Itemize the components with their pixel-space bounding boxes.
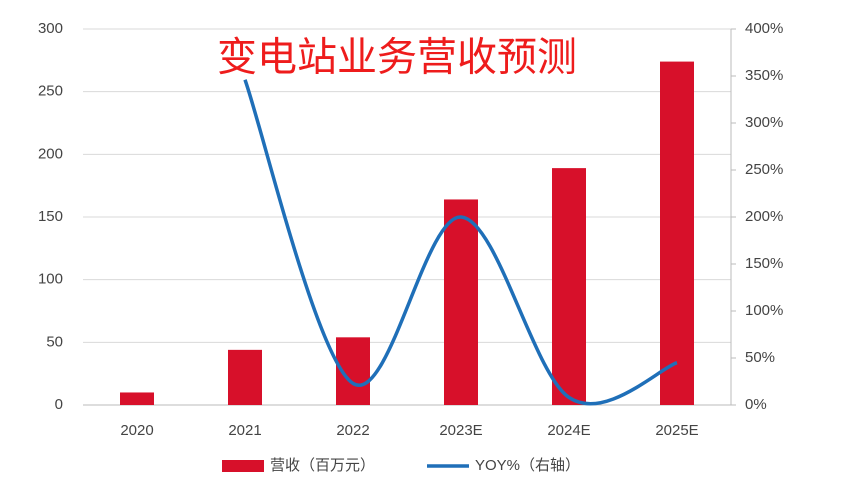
x-tick-label: 2023E <box>439 422 482 439</box>
x-tick-label: 2020 <box>120 422 153 439</box>
y2-tick-label: 400% <box>745 20 783 37</box>
line <box>243 79 678 406</box>
y-tick-label: 0 <box>55 396 63 413</box>
legend-label: 营收（百万元） <box>270 457 375 474</box>
bar <box>552 168 586 405</box>
legend-label: YOY%（右轴） <box>475 457 580 474</box>
x-tick-label: 2022 <box>336 422 369 439</box>
y2-tick-label: 0% <box>745 396 767 413</box>
legend-swatch <box>222 460 264 472</box>
y-tick-label: 300 <box>38 20 63 37</box>
y-tick-label: 50 <box>46 333 63 350</box>
y2-tick-label: 350% <box>745 67 783 84</box>
bar <box>120 392 154 405</box>
chart-title: 变电站业务营收预测 <box>217 36 577 80</box>
y-tick-label: 200 <box>38 145 63 162</box>
y2-tick-label: 200% <box>745 208 783 225</box>
y-tick-label: 250 <box>38 83 63 100</box>
bar <box>228 349 262 405</box>
y2-tick-label: 50% <box>745 349 775 366</box>
x-tick-label: 2021 <box>228 422 261 439</box>
y2-tick-label: 300% <box>745 114 783 131</box>
y-tick-label: 150 <box>38 208 63 225</box>
y2-tick-label: 250% <box>745 161 783 178</box>
x-tick-label: 2025E <box>655 422 698 439</box>
y2-tick-label: 100% <box>745 302 783 319</box>
y2-tick-label: 150% <box>745 255 783 272</box>
bar <box>444 199 478 405</box>
x-tick-label: 2024E <box>547 422 590 439</box>
bar <box>660 61 694 405</box>
y-tick-label: 100 <box>38 271 63 288</box>
